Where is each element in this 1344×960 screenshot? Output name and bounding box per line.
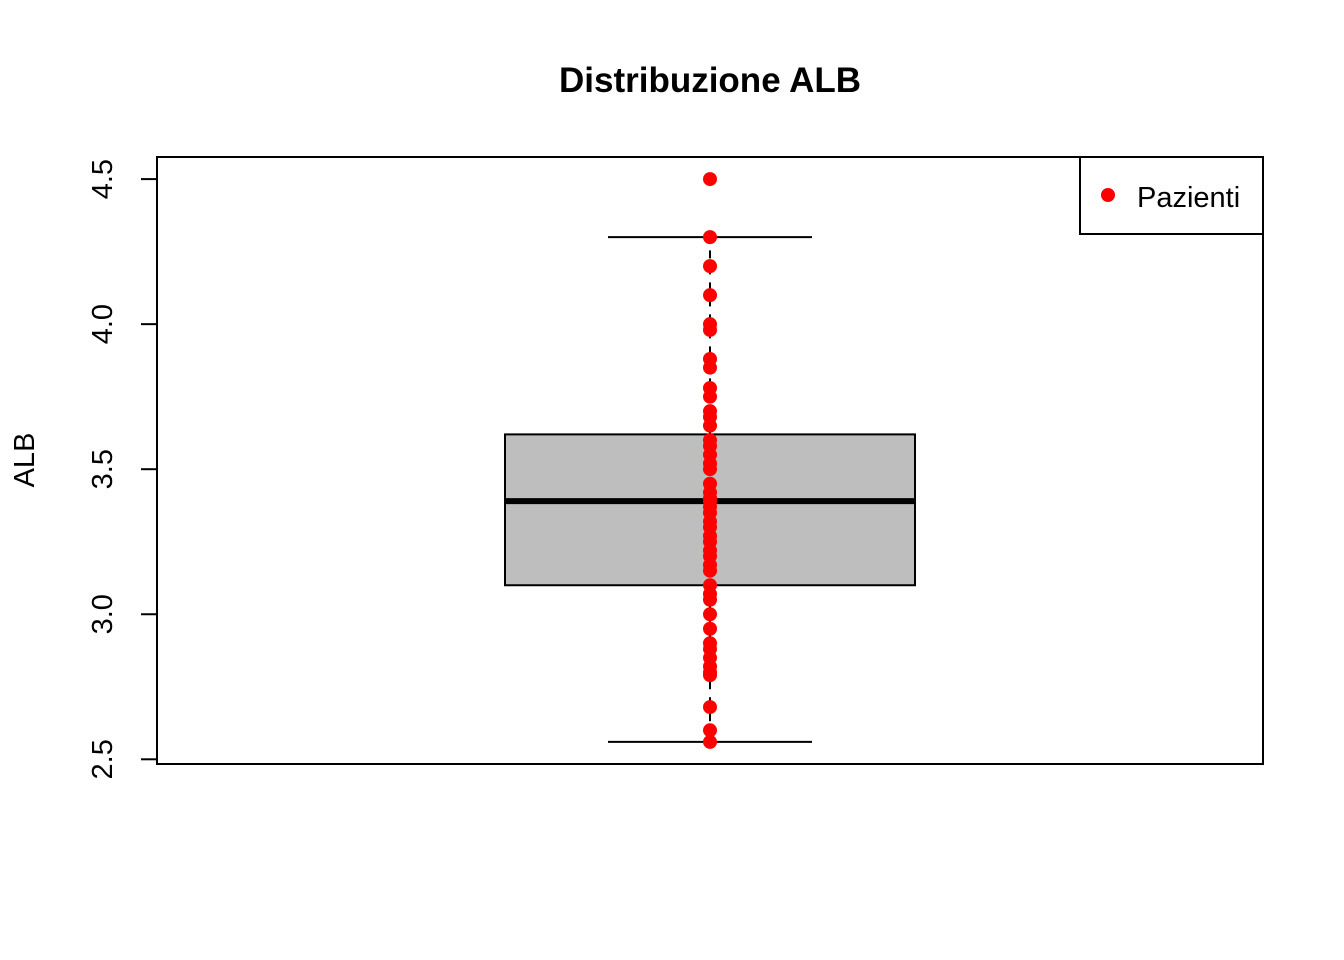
data-point (703, 636, 717, 651)
legend-label: Pazienti (1137, 182, 1240, 214)
data-point (703, 172, 717, 187)
y-tick-label: 4.0 (87, 304, 119, 344)
y-tick-label: 2.5 (87, 739, 119, 779)
y-tick-label: 4.5 (87, 159, 119, 199)
y-axis-label: ALB (9, 433, 41, 488)
data-point (703, 230, 717, 245)
data-point (703, 317, 717, 332)
data-point (703, 734, 717, 749)
patient-points (703, 172, 717, 749)
data-point (703, 578, 717, 593)
data-point (703, 404, 717, 419)
data-point (703, 433, 717, 448)
data-point (703, 259, 717, 274)
y-axis: 2.5 3.0 3.5 4.0 4.5 (87, 159, 158, 779)
data-point (703, 380, 717, 395)
legend: Pazienti (1079, 156, 1264, 235)
data-point (703, 607, 717, 622)
data-point (703, 351, 717, 366)
data-point (703, 288, 717, 303)
data-point (703, 621, 717, 636)
y-tick-label: 3.0 (87, 594, 119, 634)
legend-marker (1101, 188, 1115, 202)
data-point (703, 476, 717, 491)
data-point (703, 700, 717, 715)
data-point (703, 723, 717, 738)
y-tick-label: 3.5 (87, 449, 119, 489)
chart-title: Distribuzione ALB (559, 61, 861, 100)
